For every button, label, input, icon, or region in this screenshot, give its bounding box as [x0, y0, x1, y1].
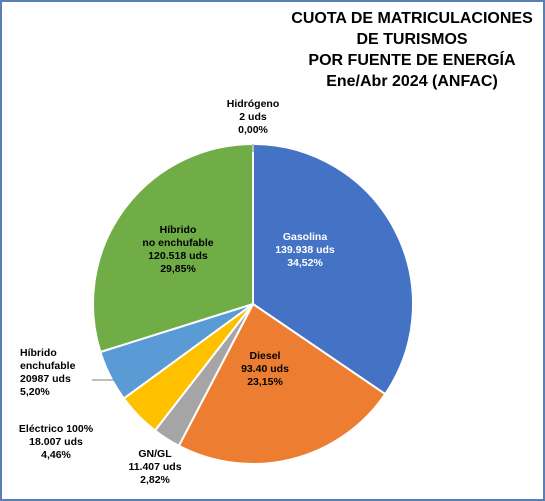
- data-label-line: Gasolina: [283, 231, 328, 243]
- chart-title-line: CUOTA DE MATRICULACIONES: [291, 10, 533, 27]
- data-label-line: 4,46%: [41, 449, 71, 461]
- data-label-line: Hidrógeno: [227, 98, 280, 110]
- pie-slice-diesel: [177, 302, 387, 465]
- chart-title-line: DE TURISMOS: [356, 31, 468, 48]
- data-label-line: 139.938 uds: [275, 244, 335, 256]
- data-label-line: no enchufable: [142, 237, 213, 249]
- data-label: Eléctrico 100% 18.007 uds 4,46%: [19, 423, 94, 461]
- data-label-line: 29,85%: [160, 263, 196, 275]
- data-label: Gasolina 139.938 uds 34,52%: [275, 231, 335, 269]
- data-label-line: 34,52%: [287, 257, 323, 269]
- data-label-line: 11.407 uds: [128, 461, 181, 473]
- data-label-line: enchufable: [20, 360, 76, 372]
- chart-title-line: POR FUENTE DE ENERGÍA: [308, 52, 516, 69]
- data-label-line: 18.007 uds: [29, 436, 83, 448]
- pie-slice-h-brido-no-enchufable: [92, 142, 254, 354]
- data-label: GN/GL 11.407 uds 2,82%: [128, 448, 181, 486]
- data-label-line: 93.40 uds: [241, 363, 289, 375]
- data-label-line: Diesel: [250, 350, 281, 362]
- chart-title: CUOTA DE MATRICULACIONES DE TURISMOS POR…: [287, 8, 537, 92]
- chart-title-line: Ene/Abr 2024 (ANFAC): [326, 73, 498, 90]
- pie-labels: Gasolina 139.938 uds 34,52% Diesel 93.40 uds…: [19, 98, 335, 486]
- pie-slice-gasolina: [252, 142, 414, 396]
- data-label: Híbrido enchufable 20987 uds 5,20%: [20, 347, 76, 398]
- data-label-line: 5,20%: [20, 386, 50, 398]
- data-label-line: GN/GL: [138, 448, 172, 460]
- data-label-line: 120.518 uds: [148, 250, 208, 262]
- data-label-line: 2,82%: [140, 474, 170, 486]
- data-label-line: Híbrido: [160, 224, 197, 236]
- data-label-line: 20987 uds: [20, 373, 71, 385]
- pie-slices: [92, 142, 414, 465]
- data-label-line: Eléctrico 100%: [19, 423, 94, 435]
- data-label-line: 23,15%: [247, 376, 283, 388]
- data-label-line: 2 uds: [239, 111, 267, 123]
- data-label: Diesel 93.40 uds 23,15%: [241, 350, 289, 388]
- data-label: Hidrógeno 2 uds 0,00%: [227, 98, 280, 136]
- data-label-line: 0,00%: [238, 124, 268, 136]
- data-label-line: Híbrido: [20, 347, 57, 359]
- data-label: Híbrido no enchufable 120.518 uds 29,85%: [142, 224, 213, 275]
